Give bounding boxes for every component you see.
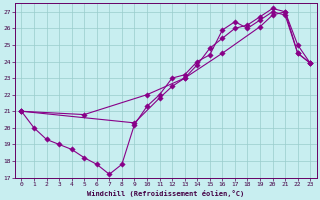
X-axis label: Windchill (Refroidissement éolien,°C): Windchill (Refroidissement éolien,°C)	[87, 190, 244, 197]
